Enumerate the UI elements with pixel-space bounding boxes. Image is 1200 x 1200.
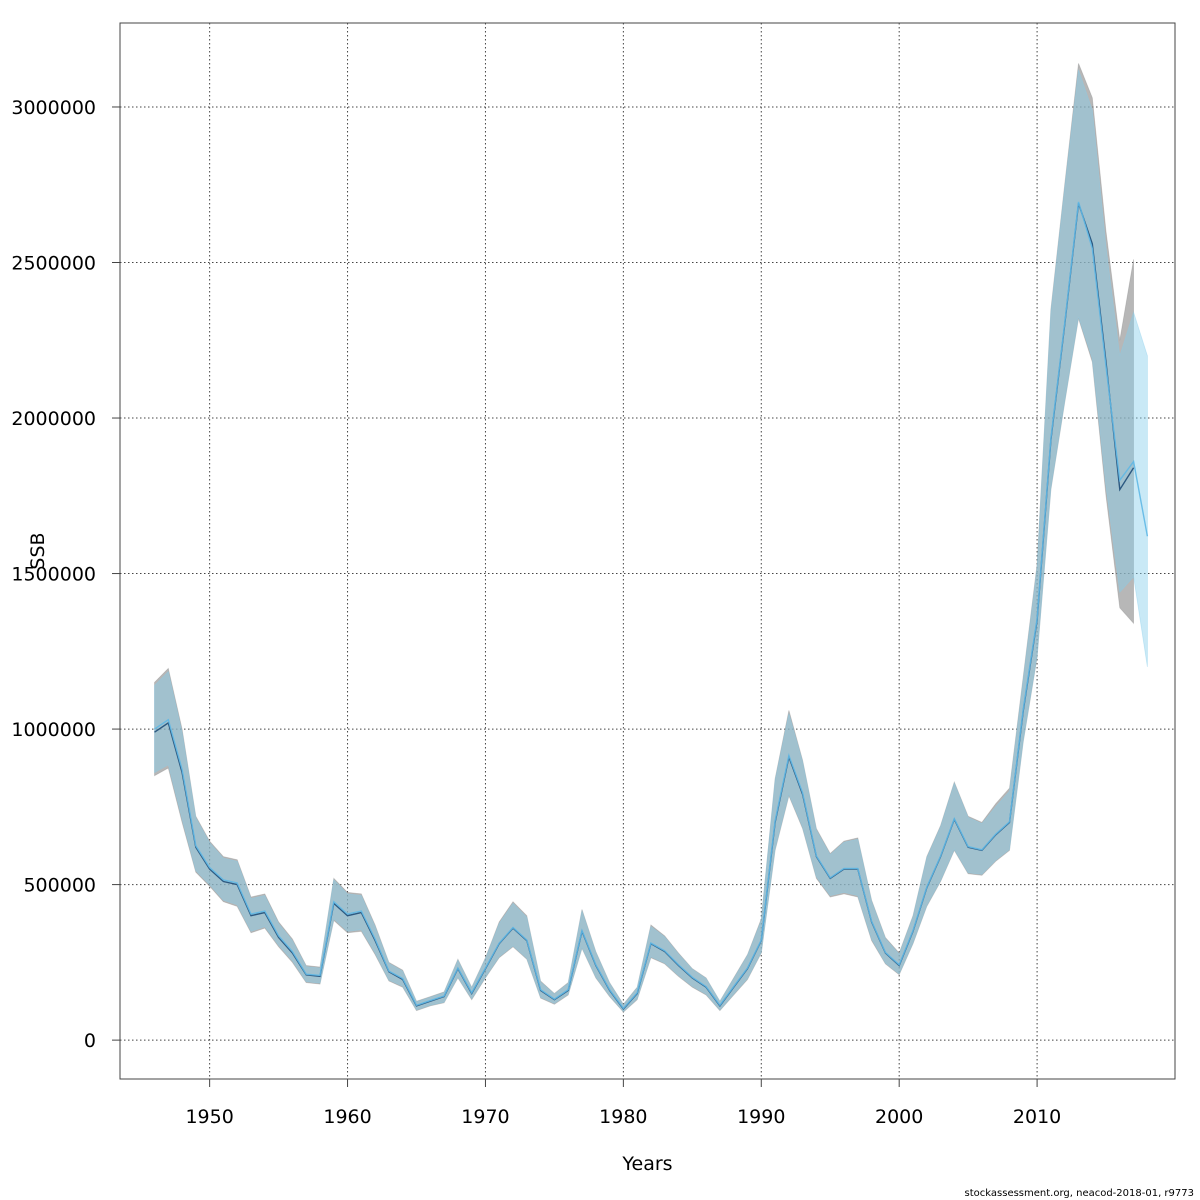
y-tick-label: 500000 (23, 875, 96, 897)
grid-lines (120, 23, 1175, 1079)
plot-frame (119, 22, 1176, 1080)
confidence-band (154, 63, 1134, 1013)
ssb-series-line (154, 201, 1149, 1010)
y-tick-label: 1000000 (11, 719, 96, 741)
y-tick-label: 1500000 (11, 564, 96, 586)
x-tick-label: 1980 (599, 1106, 647, 1128)
ssb-series-line (154, 203, 1135, 1011)
footer-credit: stockassessment.org, neacod-2018-01, r97… (965, 1188, 1194, 1199)
y-tick-label: 3000000 (11, 97, 96, 119)
x-tick-label: 1990 (737, 1106, 785, 1128)
x-tick-label: 1970 (461, 1106, 509, 1128)
y-tick-label: 2000000 (11, 408, 96, 430)
confidence-bands (154, 63, 1148, 1013)
x-tick-label: 1950 (185, 1106, 233, 1128)
x-tick-label: 2000 (875, 1106, 923, 1128)
y-tick-label: 2500000 (11, 253, 96, 275)
x-axis-label: Years (621, 1153, 672, 1175)
y-tick-label: 0 (84, 1030, 96, 1052)
axis-ticks: 1950 1960 1970 1980 1990 2000 2010 0 500000 10000… (11, 97, 1061, 1128)
y-axis-label: SSB (27, 532, 49, 569)
ssb-lines (154, 201, 1149, 1011)
x-tick-label: 1960 (323, 1106, 371, 1128)
x-tick-label: 2010 (1013, 1106, 1061, 1128)
confidence-band (154, 69, 1148, 1013)
